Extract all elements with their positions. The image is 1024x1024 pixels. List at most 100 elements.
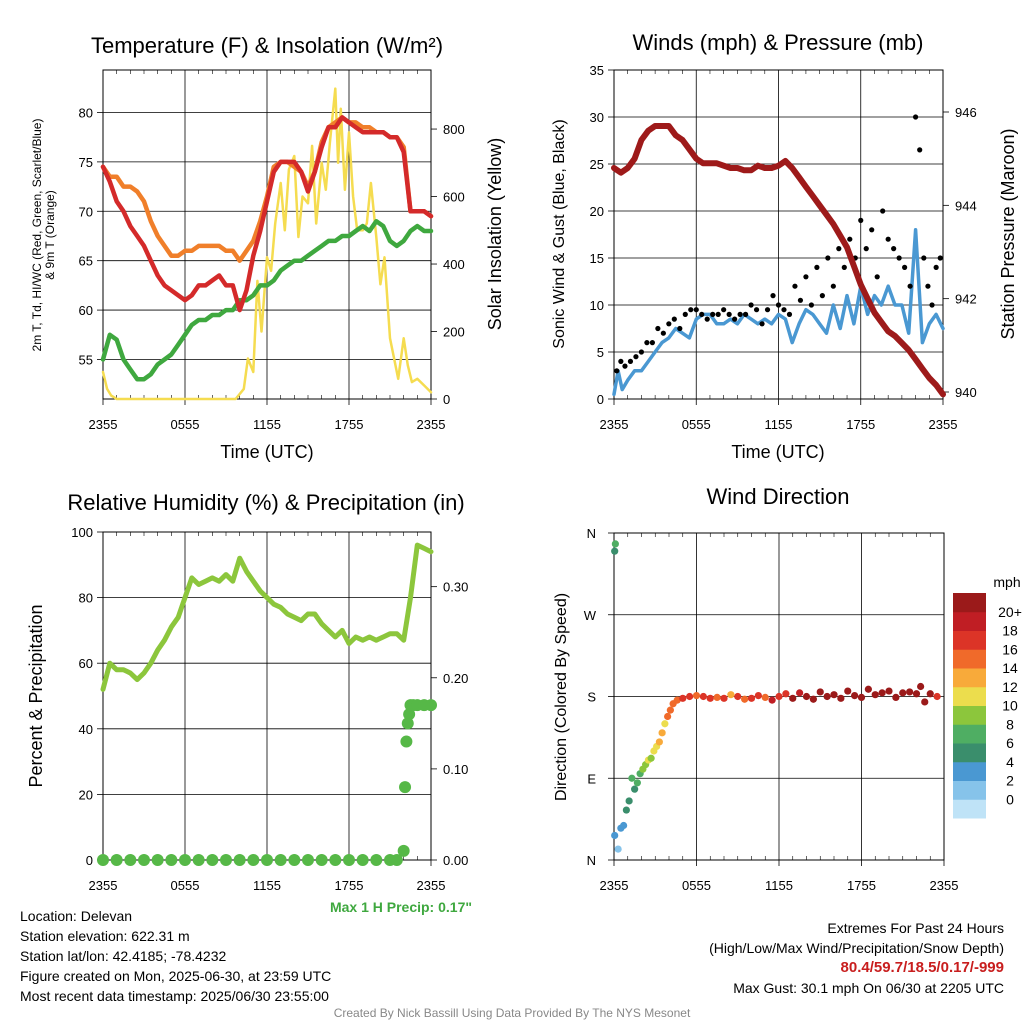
y2-tick-label: 940 [955, 385, 977, 400]
series-point-gust [743, 311, 749, 317]
series-point-gust [614, 368, 620, 374]
series-point-gust [885, 236, 891, 242]
winds-ylabel: Sonic Wind & Gust (Blue, Black) [551, 119, 568, 348]
winds-title: Winds (mph) & Pressure (mb) [633, 30, 924, 55]
direction-point [620, 821, 628, 830]
series-point-gust [902, 264, 908, 270]
temperature-y2label: Solar Insolation (Yellow) [485, 138, 505, 330]
x-tick-label: 2355 [89, 878, 118, 893]
series-point-precipitation [165, 854, 178, 866]
series-point-gust [693, 307, 699, 313]
series-point-gust [644, 340, 650, 346]
temperature-plot-content: 2355 0555 1155 1755 235555606570758002004006… [79, 70, 465, 432]
direction-point [837, 694, 845, 702]
series-point-gust [858, 217, 864, 223]
series-point-precipitation [138, 854, 150, 866]
series-point-gust [748, 302, 754, 308]
series-point-gust [618, 358, 624, 364]
series-point-gust [638, 349, 645, 355]
series-point-gust [925, 283, 931, 289]
colorbar-tick-label: 2 [1006, 773, 1014, 789]
series-point-precipitation [179, 854, 191, 866]
series-point-precipitation [403, 708, 416, 721]
series-point-gust [660, 330, 666, 336]
series-point-gust [737, 311, 743, 317]
series-point-precipitation [343, 854, 355, 866]
series-point-gust [677, 325, 683, 332]
series-point-gust [819, 293, 825, 299]
y-tick-label: 5 [597, 345, 604, 360]
wind-direction-plot-content: 2355 0555 1155 1755 2355 N E S W N [584, 526, 959, 893]
colorbar-tick-label: 6 [1006, 735, 1014, 751]
series-point-precipitation [390, 854, 403, 866]
station-elevation: Station elevation: 622.31 m [20, 928, 190, 944]
winds-y2label: Station Pressure (Maroon) [998, 128, 1018, 339]
y2-tick-label: 800 [443, 122, 465, 137]
direction-point [892, 693, 900, 702]
y2-tick-label: 0.00 [443, 853, 468, 868]
series-point-gust [649, 340, 655, 346]
direction-point [647, 754, 655, 762]
series-point-precipitation [400, 735, 413, 748]
series-point-gust [847, 236, 853, 242]
series-point-gust [792, 283, 798, 289]
series-point-gust [775, 302, 782, 308]
colorbar-swatch [953, 799, 986, 819]
direction-point [699, 692, 707, 701]
series-line-pressure [611, 123, 946, 398]
direction-point [899, 689, 907, 697]
y2-tick-label: 0.20 [443, 671, 468, 686]
direction-point [611, 831, 619, 840]
x-tick-label: 2355 [930, 878, 959, 893]
direction-point [912, 690, 921, 698]
credit-line: Created By Nick Bassill Using Data Provi… [333, 1006, 691, 1020]
y-tick-label: 0 [86, 853, 93, 868]
winds-xlabel: Time (UTC) [731, 442, 824, 462]
temperature-panel: Temperature (F) & Insolation (W/m²) 2355… [30, 33, 505, 462]
series-point-precipitation [247, 854, 260, 866]
y-tick-label: 25 [590, 157, 604, 172]
series-point-precipitation [302, 854, 314, 866]
series-point-gust [937, 255, 943, 261]
extremes-heading: Extremes For Past 24 Hours [827, 920, 1004, 936]
y-tick-label: 10 [590, 298, 604, 313]
series-point-gust [891, 246, 897, 252]
y-tick-label: 55 [79, 352, 93, 367]
max-precip-label: Max 1 H Precip: 0.17" [330, 899, 472, 915]
x-tick-label: 1155 [765, 878, 793, 893]
series-point-gust [721, 307, 727, 313]
series-point-gust [633, 354, 639, 360]
series-point-precipitation [124, 854, 137, 866]
direction-point [686, 692, 694, 701]
x-tick-label: 1155 [253, 417, 281, 432]
y-tick-label: 35 [590, 63, 604, 78]
direction-point [921, 698, 929, 706]
colorbar-swatch [953, 724, 986, 744]
direction-point [857, 693, 866, 702]
series-point-gust [682, 311, 688, 317]
x-tick-label: 1755 [847, 878, 876, 893]
colorbar-swatch [953, 705, 986, 725]
direction-point [611, 540, 619, 548]
direction-point [631, 785, 639, 793]
series-point-precipitation [401, 717, 414, 730]
series-point-gust [797, 297, 804, 303]
y-tick-label: S [587, 690, 596, 705]
series-point-gust [688, 307, 694, 313]
series-point-gust [836, 246, 842, 252]
x-tick-label: 2355 [89, 417, 118, 432]
series-point-precipitation [261, 854, 273, 866]
direction-point [782, 690, 790, 698]
direction-point [661, 720, 669, 728]
wind-direction-title: Wind Direction [706, 484, 849, 509]
y-tick-label: W [584, 608, 597, 623]
direction-point [885, 687, 893, 695]
series-point-gust [666, 321, 672, 327]
series-point-gust [786, 311, 793, 317]
direction-point [666, 706, 674, 714]
series-point-gust [781, 307, 787, 313]
colorbar-tick-label: 18 [1002, 623, 1018, 639]
speed-colorbar: 0 2 4 6 8 10 12 14 16 18 20+ mph [953, 574, 1022, 819]
humidity-panel: Relative Humidity (%) & Precipitation (i… [26, 490, 472, 915]
